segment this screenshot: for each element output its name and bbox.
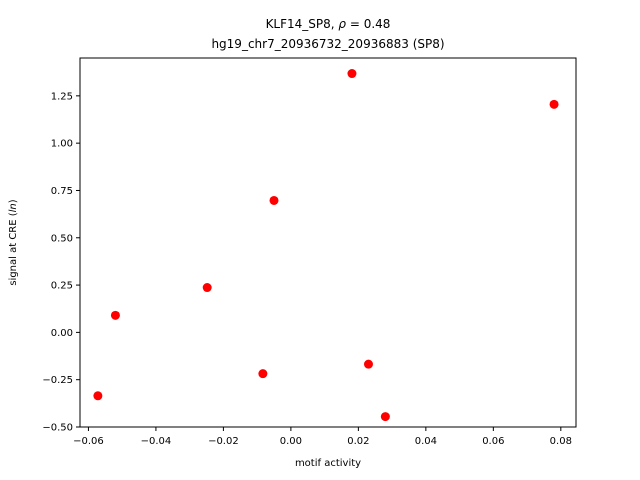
scatter-point <box>269 195 279 205</box>
y-tick-label: −0.50 <box>42 423 73 434</box>
x-tick-label: 0.00 <box>280 436 302 447</box>
x-axis-label: motif activity <box>295 458 361 469</box>
scatter-point <box>380 412 390 422</box>
scatter-point <box>363 359 373 369</box>
x-tick-label: −0.02 <box>208 436 239 447</box>
x-tick-label: 0.04 <box>415 436 437 447</box>
y-tick-label: 0.25 <box>51 281 73 292</box>
scatter-point <box>549 99 559 109</box>
y-tick-label: −0.25 <box>42 375 73 386</box>
data-points <box>93 69 559 422</box>
x-tick-label: 0.02 <box>347 436 369 447</box>
y-tick-label: 0.50 <box>51 233 73 244</box>
y-tick-label: 0.75 <box>51 186 73 197</box>
x-tick-label: 0.06 <box>482 436 504 447</box>
scatter-point <box>202 283 212 293</box>
chart-title-line1: KLF14_SP8, ρ = 0.48 <box>266 17 391 31</box>
x-tick-label: −0.06 <box>73 436 104 447</box>
chart-title-line2: hg19_chr7_20936732_20936883 (SP8) <box>211 37 444 51</box>
y-axis-label: signal at CRE (ln) <box>8 199 19 285</box>
y-tick-label: 1.00 <box>51 139 73 150</box>
x-tick-label: −0.04 <box>141 436 172 447</box>
y-tick-label: 0.00 <box>51 328 73 339</box>
scatter-point <box>93 391 103 401</box>
plot-frame <box>79 57 577 428</box>
axis-ticks: −0.06 −0.04 −0.02 0.00 0.02 0.04 0.06 0.08 −0.50… <box>42 91 572 447</box>
scatter-point <box>110 310 120 320</box>
y-tick-label: 1.25 <box>51 91 73 102</box>
scatter-point <box>347 69 357 79</box>
x-tick-label: 0.08 <box>550 436 572 447</box>
scatter-point <box>258 369 268 379</box>
